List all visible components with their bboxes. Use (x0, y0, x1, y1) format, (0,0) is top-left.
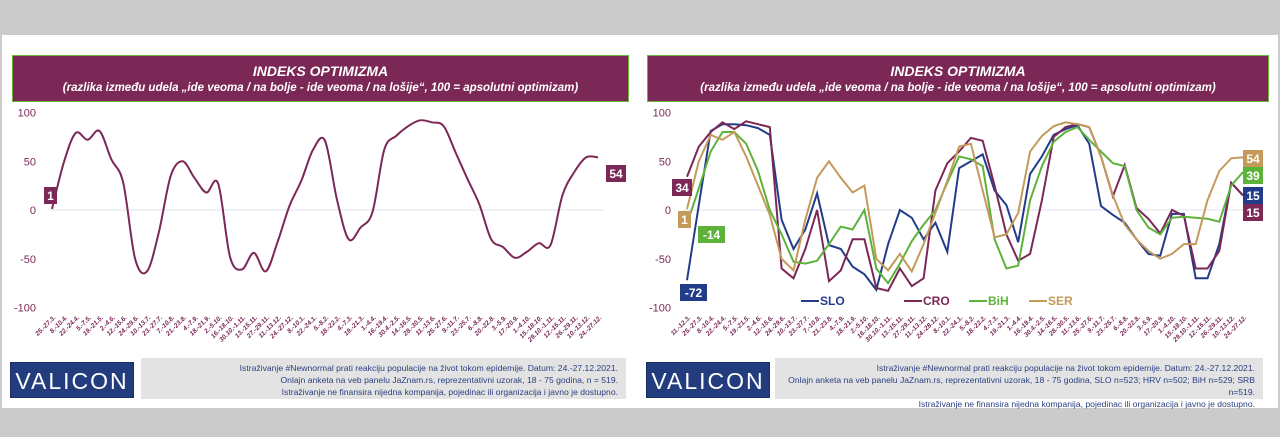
right-chart-title: INDEKS OPTIMIZMA (890, 63, 1026, 79)
cro-last-label-box (1243, 204, 1263, 221)
footer-line: Onlajn anketa na veb panelu JaZnam.rs, r… (280, 375, 618, 385)
right-chart-subtitle: (razlika između udela „ide veoma / na bo… (700, 82, 1216, 94)
series-line-cro (686, 120, 1244, 293)
y-tick-label: -50 (20, 254, 36, 266)
ser-first-label-box (678, 211, 691, 228)
valicon-logo-right: VALICON (646, 362, 770, 398)
valicon-logo-left: VALICON (10, 362, 134, 398)
slo-first-label-box (680, 284, 707, 301)
ser-last-label: 54 (1246, 152, 1260, 166)
y-tick-label: -50 (655, 254, 671, 266)
bih-first-label-box (698, 226, 725, 243)
y-tick-label: 100 (653, 108, 671, 120)
y-tick-label: -100 (649, 303, 671, 315)
first-value-label-box (44, 187, 57, 204)
y-tick-label: -100 (14, 303, 36, 315)
y-tick-label: 100 (18, 108, 36, 120)
slo-last-label: 15 (1246, 189, 1260, 203)
footer-line: Istraživanje #Newnormal prati reakciju p… (239, 363, 618, 373)
left-footer-note: Istraživanje #Newnormal prati reakciju p… (141, 358, 626, 399)
ser-first-label: 1 (681, 213, 688, 227)
right-line-chart: 100500-50-10011.-12.3.25.-27.3.8.-10.4.2… (649, 108, 1263, 344)
footer-line: Istraživanje ne finansira nijedna kompan… (281, 387, 618, 397)
bih-last-label-box (1243, 167, 1263, 184)
left-line-chart: 100500-50-10025.-27.3.8.-10.4.22.-24.4.5… (14, 108, 626, 344)
right-chart-header: INDEKS OPTIMIZMA (razlika između udela „… (647, 55, 1269, 102)
footer-line: Istraživanje #Newnormal prati reakciju p… (876, 363, 1255, 373)
slo-first-label: -72 (685, 286, 703, 300)
cro-last-label: 15 (1246, 206, 1260, 220)
legend-label-slo: SLO (820, 294, 845, 308)
bih-last-label: 39 (1246, 169, 1260, 183)
left-chart-subtitle: (razlika između udela „ide veoma / na bo… (62, 82, 579, 94)
legend-label-bih: BiH (988, 294, 1009, 308)
footer-line: Istraživanje ne finansira nijedna kompan… (918, 399, 1255, 409)
series-line-slo (686, 123, 1244, 293)
first-value-label: 1 (47, 189, 54, 203)
y-tick-label: 50 (24, 156, 36, 168)
y-tick-label: 0 (30, 205, 36, 217)
left-chart-header: INDEKS OPTIMIZMA (razlika između udela „… (12, 55, 629, 102)
series-line-bih (686, 125, 1244, 285)
ser-last-label-box (1243, 150, 1263, 167)
last-value-label-box (606, 165, 626, 182)
footer-line: Onlajn anketa na veb panelu JaZnam.rs, r… (788, 375, 1255, 397)
slo-last-label-box (1243, 187, 1263, 204)
cro-first-label: 34 (675, 181, 689, 195)
series-line-ser (686, 121, 1244, 274)
right-footer-note: Istraživanje #Newnormal prati reakciju p… (775, 358, 1263, 409)
series-line-srb (51, 119, 599, 275)
y-tick-label: 0 (665, 205, 671, 217)
last-value-label: 54 (609, 167, 623, 181)
legend-label-cro: CRO (923, 294, 950, 308)
left-chart-title: INDEKS OPTIMIZMA (252, 63, 389, 79)
legend-label-ser: SER (1048, 294, 1073, 308)
cro-first-label-box (672, 179, 692, 196)
bih-first-label: -14 (703, 228, 721, 242)
y-tick-label: 50 (659, 156, 671, 168)
